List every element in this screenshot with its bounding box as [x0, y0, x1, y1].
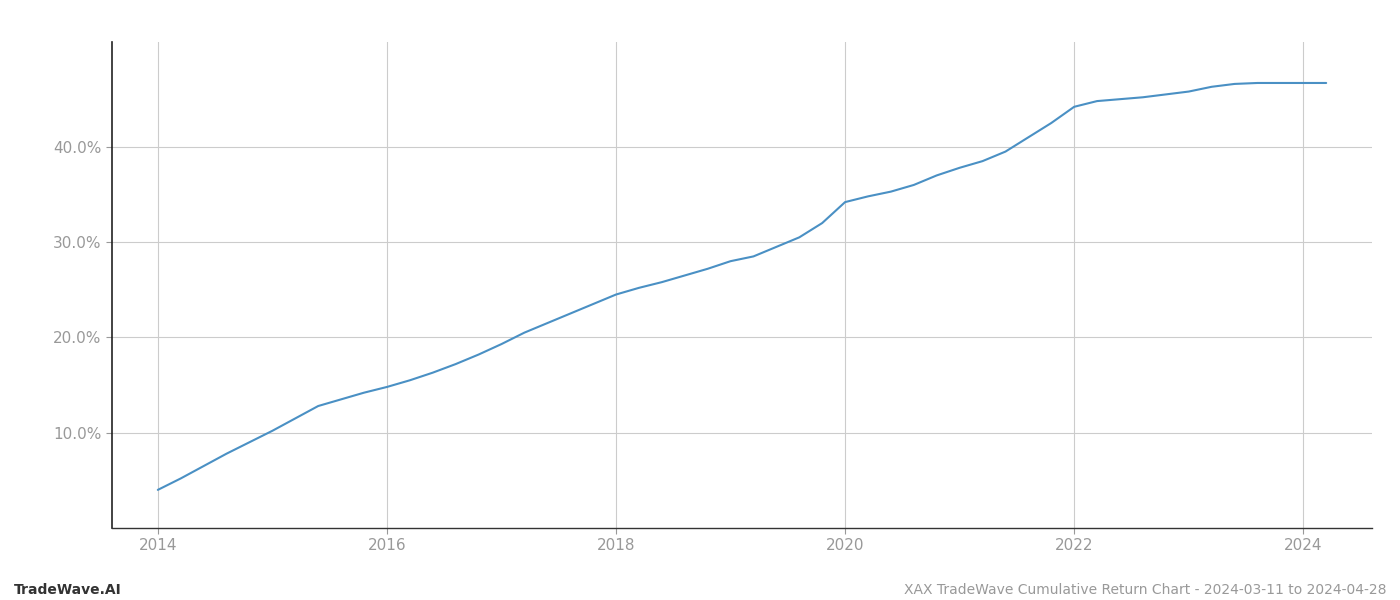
Text: XAX TradeWave Cumulative Return Chart - 2024-03-11 to 2024-04-28: XAX TradeWave Cumulative Return Chart - …: [903, 583, 1386, 597]
Text: TradeWave.AI: TradeWave.AI: [14, 583, 122, 597]
